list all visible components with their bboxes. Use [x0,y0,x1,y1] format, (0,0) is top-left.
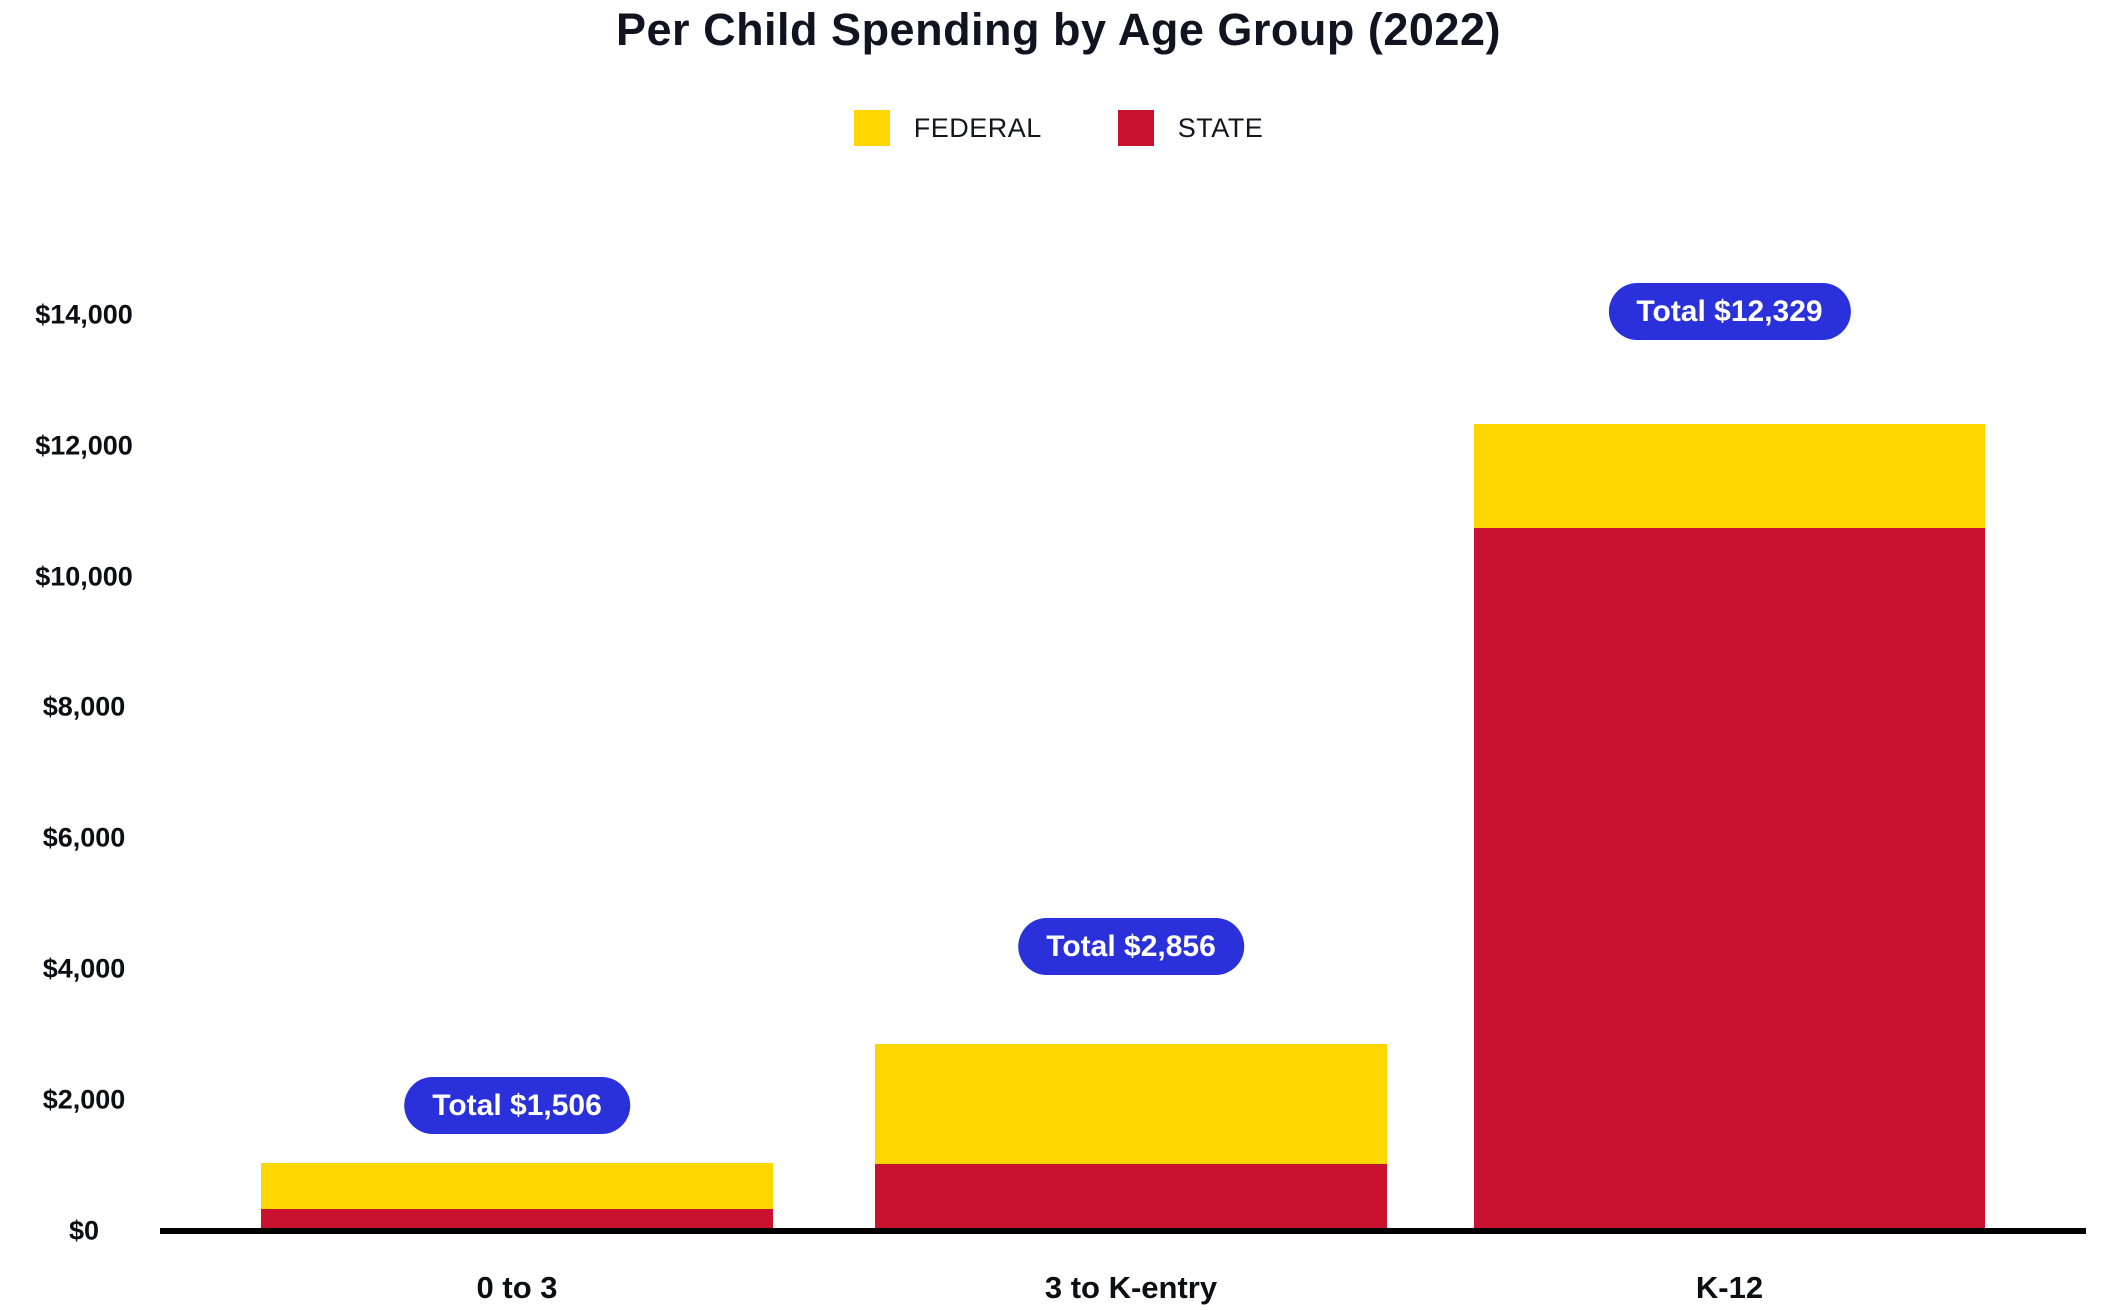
y-axis-tick-label: $8,000 [42,691,126,722]
total-badge-1: Total $2,856 [1018,918,1244,975]
y-axis-tick-label: $4,000 [42,953,126,984]
bar-segment-federal-0[interactable] [261,1163,773,1209]
x-axis-category-label-0: 0 to 3 [476,1270,558,1305]
x-axis-line [160,1228,2086,1234]
chart-title: Per Child Spending by Age Group (2022) [616,4,1501,55]
total-badge-2: Total $12,329 [1608,283,1851,340]
y-axis-tick-label: $2,000 [42,1084,126,1115]
total-badge-0: Total $1,506 [404,1077,630,1134]
y-axis-tick-label: $14,000 [35,299,133,330]
legend-label: FEDERAL [913,112,1042,143]
x-axis-category-label-2: K-12 [1695,1270,1764,1305]
legend-swatch-icon [853,110,890,146]
bar-segment-federal-2[interactable] [1474,424,1985,528]
bar-segment-federal-1[interactable] [875,1044,1387,1164]
x-axis-category-label-1: 3 to K-entry [1044,1270,1218,1305]
y-axis-tick-label: $0 [68,1215,100,1246]
legend-label: STATE [1177,112,1264,143]
legend-item-state[interactable]: STATE [1117,110,1264,146]
legend-item-federal[interactable]: FEDERAL [853,110,1042,146]
y-axis-tick-label: $6,000 [42,822,126,853]
legend: FEDERAL STATE [0,106,2117,150]
bar-segment-state-0[interactable] [261,1209,773,1231]
legend-swatch-icon [1117,110,1154,146]
bar-segment-state-1[interactable] [875,1164,1387,1231]
y-axis-tick-label: $12,000 [35,430,133,461]
y-axis-tick-label: $10,000 [35,561,133,591]
bar-segment-state-2[interactable] [1474,528,1985,1231]
